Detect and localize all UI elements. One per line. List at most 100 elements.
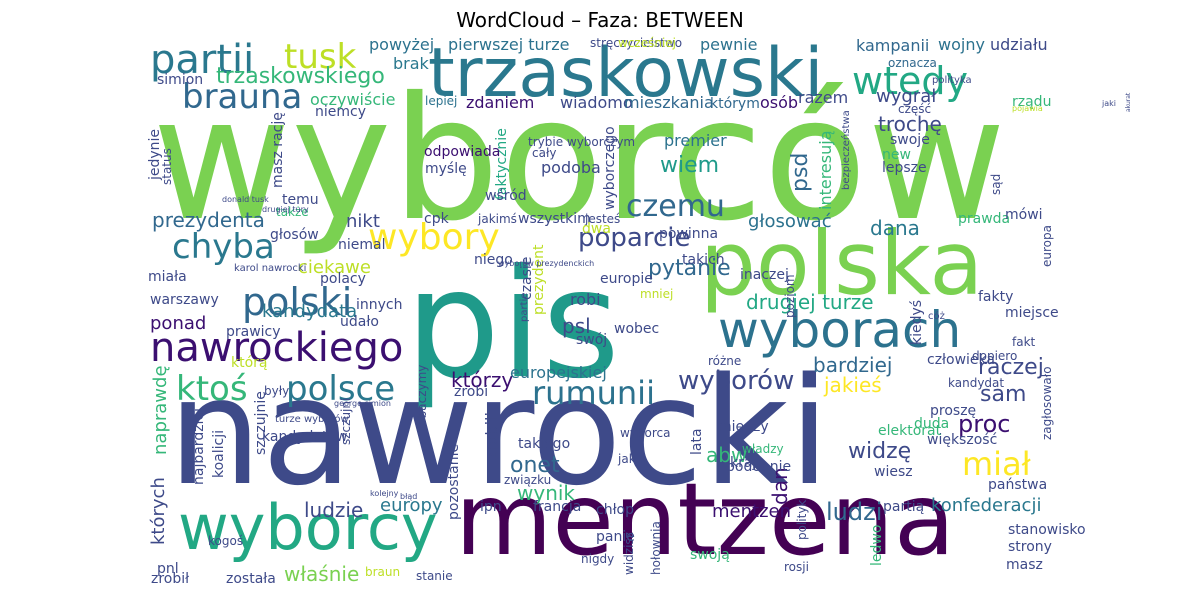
word-67: wiadomo xyxy=(560,93,633,112)
word-189: wyborów prezydenckich xyxy=(498,259,595,268)
word-173: poziom xyxy=(783,274,797,318)
word-185: kandydat xyxy=(948,376,1005,390)
word-94: powinna xyxy=(659,226,719,242)
word-17: poparcie xyxy=(578,223,691,253)
word-111: mniej xyxy=(640,287,674,301)
word-19: polsce xyxy=(286,369,396,409)
word-143: stanowisko xyxy=(1008,522,1086,538)
word-187: partie xyxy=(519,292,530,322)
word-102: takich xyxy=(682,252,725,268)
word-145: masz xyxy=(1006,557,1043,573)
word-127: elektorat xyxy=(878,423,942,439)
word-178: stręczycielstwo xyxy=(590,36,683,50)
word-169: widzisz xyxy=(622,532,636,575)
word-92: jesteś xyxy=(585,212,621,226)
word-174: europa xyxy=(1040,225,1054,267)
word-80: lepsze xyxy=(882,160,927,176)
word-184: różne xyxy=(708,354,742,368)
word-2: pis xyxy=(405,238,621,412)
word-90: jakimś xyxy=(478,212,517,226)
word-9: polski xyxy=(242,280,353,324)
word-163: zobaczymy xyxy=(415,364,429,432)
word-89: cpk xyxy=(424,211,449,227)
word-24: trochę xyxy=(878,112,942,136)
word-30: drugiej turze xyxy=(746,290,874,314)
word-47: ciekawe xyxy=(298,257,371,278)
word-81: interesują xyxy=(816,130,835,211)
word-112: miejsce xyxy=(1005,305,1059,321)
word-87: myślę xyxy=(425,161,467,177)
word-190: donald tusk xyxy=(222,195,269,204)
word-23: trzaskowskiego xyxy=(216,64,385,89)
word-75: niemcy xyxy=(315,104,366,120)
word-59: kampanii xyxy=(856,36,930,55)
word-188: karol nawrocki xyxy=(234,263,307,274)
word-51: ponad xyxy=(150,313,207,334)
word-99: głosów xyxy=(270,227,319,243)
word-137: jakie xyxy=(618,452,647,466)
word-115: wobec xyxy=(614,321,660,337)
word-154: stanie xyxy=(416,569,453,583)
word-181: część xyxy=(898,102,932,116)
word-153: braun xyxy=(365,565,401,579)
word-132: kraj xyxy=(730,455,757,471)
word-140: francja xyxy=(533,499,582,515)
word-61: powyżej xyxy=(369,35,435,54)
word-11: tusk xyxy=(284,37,357,77)
word-172: kiedyś xyxy=(909,299,925,345)
word-1: nawrocki xyxy=(168,346,830,518)
word-48: nikt xyxy=(346,211,380,232)
word-167: najbardziej xyxy=(191,408,207,485)
word-108: warszawy xyxy=(150,292,219,308)
word-13: brauna xyxy=(182,77,303,117)
word-191: drugiej tury xyxy=(262,205,309,214)
word-148: rosji xyxy=(784,560,809,574)
word-31: bardziej xyxy=(813,353,893,377)
word-0: wyborców xyxy=(152,61,1007,259)
word-41: ludzie xyxy=(304,498,364,522)
word-88: wśród xyxy=(485,188,527,204)
word-156: ledwo xyxy=(869,524,885,566)
word-133: władzy xyxy=(742,442,784,456)
word-170: hołownia xyxy=(649,521,663,575)
word-76: lepiej xyxy=(425,94,458,108)
word-58: pewnie xyxy=(700,35,758,54)
word-53: których xyxy=(148,477,169,545)
word-18: ktoś xyxy=(176,369,248,409)
word-125: proszę xyxy=(930,403,977,419)
word-194: błąd xyxy=(400,492,418,501)
word-86: podoba xyxy=(541,158,601,177)
word-72: simion xyxy=(157,72,204,88)
word-44: konfederacji xyxy=(931,495,1042,516)
word-65: oczywiście xyxy=(310,90,396,109)
word-96: mówi xyxy=(1005,207,1043,223)
word-95: prawda xyxy=(958,211,1011,227)
word-25: psd xyxy=(788,152,813,192)
word-141: chłop xyxy=(596,502,635,518)
word-192: george simion xyxy=(334,399,391,408)
word-5: polska xyxy=(700,212,984,315)
word-70: osób xyxy=(760,93,799,112)
word-195: turze wyborów xyxy=(275,414,349,425)
word-55: abw xyxy=(706,443,748,467)
word-36: jakieś xyxy=(824,373,882,397)
word-113: udało xyxy=(340,314,379,330)
word-144: strony xyxy=(1008,539,1052,555)
word-63: wojny xyxy=(938,35,985,54)
word-123: między xyxy=(718,419,769,435)
word-110: robi xyxy=(570,290,601,309)
word-128: kandydatów xyxy=(262,429,348,445)
word-69: którym xyxy=(710,96,760,112)
word-182: pojawia xyxy=(1012,104,1043,113)
word-12: wtedy xyxy=(852,59,968,103)
word-131: zrobili xyxy=(482,412,501,460)
word-33: sam xyxy=(980,382,1027,407)
word-39: onet xyxy=(510,453,560,478)
word-100: niemal xyxy=(338,237,386,253)
word-105: europie xyxy=(600,271,653,287)
word-134: podobnie xyxy=(726,459,792,475)
word-121: fakt xyxy=(1012,335,1036,349)
word-37: którzy xyxy=(451,368,514,392)
word-177: bezpieczeństwa xyxy=(841,110,852,190)
